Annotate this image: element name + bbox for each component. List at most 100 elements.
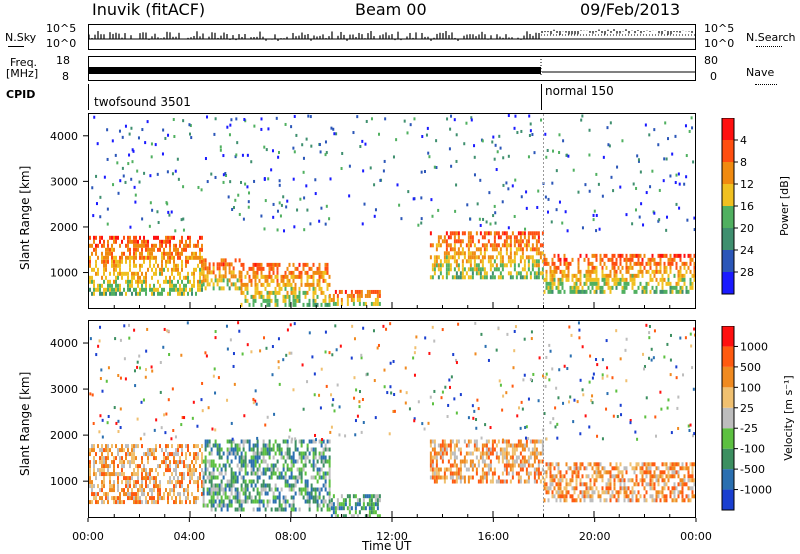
echo-scatter [651,169,654,173]
echo-cell [625,261,628,266]
echo-cell [292,294,295,299]
echo-scatter [145,349,148,353]
echo-cell [328,487,331,492]
echo-cell [201,247,203,252]
echo-cell [565,470,568,475]
echo-cell [242,491,245,496]
echo-cell [107,472,109,477]
echo-cell [645,474,648,479]
echo-cell [210,451,213,456]
echo-cell [445,247,448,252]
echo-scatter [632,182,635,186]
echo-cell [433,467,436,472]
echo-cell [320,499,323,504]
echo-scatter [420,221,423,225]
echo-cell [236,507,239,512]
echo-scatter [374,208,377,212]
echo-cell [328,475,331,480]
echo-cell [487,455,490,460]
echo-cell [445,271,448,276]
echo-cell [340,506,343,511]
echo-scatter [338,433,341,437]
echo-cell [469,239,472,244]
echo-scatter [513,126,516,130]
echo-cell [171,255,173,260]
echo-scatter [648,133,651,137]
echo-cell [137,464,139,469]
echo-cell [312,294,315,299]
echo-cell [527,231,530,236]
echo-cell [240,451,243,456]
echo-cell [583,289,586,294]
echo-cell [447,235,450,240]
echo-cell [475,267,478,272]
echo-cell [583,466,586,471]
echo-cell [280,286,283,291]
echo-cell [119,500,121,505]
echo-cell [505,243,508,248]
echo-scatter [454,209,457,213]
echo-cell [483,459,486,464]
echo-cell [244,487,247,492]
echo-cell [501,231,504,236]
echo-cell [173,259,175,264]
echo-cell [429,443,432,448]
echo-cell [473,463,476,468]
echo-cell [177,464,179,469]
echo-cell [659,269,662,274]
echo-cell [441,475,444,480]
echo-cell [455,239,458,244]
echo-cell [623,486,626,491]
echo-scatter [144,141,147,145]
echo-cell [601,478,604,483]
echo-scatter [644,123,647,127]
echo-cell [453,451,456,456]
echo-cell [449,463,452,468]
echo-cell [147,456,149,461]
echo-cell [559,289,562,294]
echo-cell [330,297,333,302]
echo-cell [619,478,622,483]
echo-cell [677,494,680,499]
echo-cell [641,273,644,278]
echo-scatter [511,384,514,388]
echo-cell [655,265,658,270]
echo-cell [565,265,568,270]
echo-scatter [413,117,416,121]
echo-cell [649,466,652,471]
echo-cell [513,447,516,452]
echo-cell [505,251,508,256]
echo-cell [372,494,375,499]
echo-cell [91,291,93,296]
echo-cell [687,478,690,483]
echo-cell [471,267,474,272]
echo-cell [254,290,257,295]
echo-cell [139,484,141,489]
echo-cell [240,483,243,488]
echo-scatter [253,124,256,128]
echo-scatter [148,224,151,228]
echo-scatter [383,368,386,372]
echo-cell [123,251,125,256]
echo-scatter [180,353,183,357]
echo-cell [145,500,147,505]
echo-cell [246,495,249,500]
echo-cell [242,459,245,464]
echo-scatter [414,346,417,350]
echo-cell [659,470,662,475]
echo-cell [169,255,171,260]
echo-cell [503,455,506,460]
echo-cell [197,255,199,260]
echo-cell [593,470,596,475]
echo-cell [212,463,215,468]
echo-cell [483,243,486,248]
echo-cell [661,462,664,467]
echo-cell [350,293,353,298]
echo-cell [298,471,301,476]
echo-cell [593,253,596,258]
echo-cell [322,471,325,476]
echo-cell [615,281,618,286]
echo-cell [553,273,556,278]
echo-cell [467,235,470,240]
echo-scatter [564,210,567,214]
